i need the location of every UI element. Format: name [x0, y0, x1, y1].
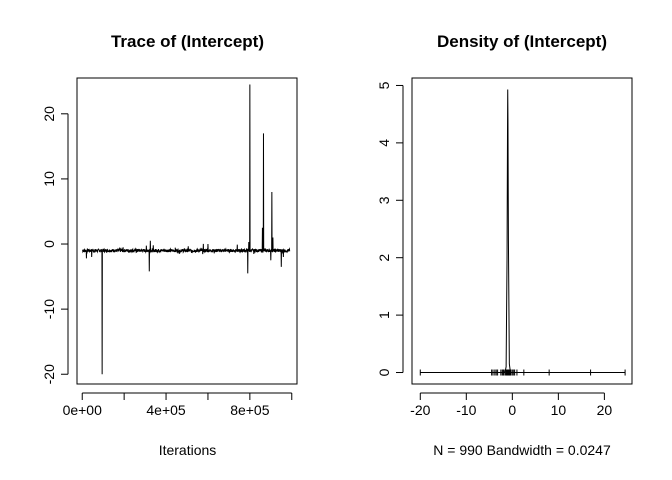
trace-y-tick-label: 10 — [41, 171, 57, 187]
trace-x-tick-label: 0e+00 — [63, 402, 103, 418]
trace-y-axis: -20 -10 0 10 20 — [41, 106, 69, 384]
density-x-tick-label: 20 — [597, 402, 613, 418]
density-x-label: N = 990 Bandwidth = 0.0247 — [433, 442, 611, 458]
density-rug — [419, 369, 626, 376]
trace-series-line — [82, 84, 291, 375]
trace-x-tick-label: 4e+05 — [146, 402, 186, 418]
density-x-tick-label: 0 — [508, 402, 516, 418]
density-y-tick-label: 0 — [376, 368, 392, 376]
density-plot: Density of (Intercept) 0 1 2 3 4 5 -20 -10 0 10 2… — [376, 32, 633, 458]
density-y-tick-label: 3 — [376, 196, 392, 204]
trace-plot: Trace of (Intercept) -20 -10 0 10 20 0e+00 4e… — [41, 32, 298, 458]
trace-title: Trace of (Intercept) — [111, 32, 264, 51]
trace-y-tick-label: 0 — [41, 240, 57, 248]
density-curve — [420, 89, 626, 374]
density-y-tick-label: 1 — [376, 311, 392, 319]
trace-y-tick-label: -10 — [41, 299, 57, 319]
density-x-tick-label: 10 — [551, 402, 567, 418]
density-y-axis: 0 1 2 3 4 5 — [376, 81, 404, 376]
density-plot-frame — [411, 77, 633, 385]
density-y-tick-label: 2 — [376, 254, 392, 262]
trace-y-tick-label: -20 — [41, 364, 57, 384]
trace-x-axis: 0e+00 4e+05 8e+05 — [63, 392, 293, 418]
trace-x-label: Iterations — [159, 442, 217, 458]
trace-x-tick-label: 8e+05 — [230, 402, 270, 418]
density-x-tick-label: -20 — [410, 402, 430, 418]
density-y-tick-label: 4 — [376, 139, 392, 147]
density-x-axis: -20 -10 0 10 20 — [410, 392, 613, 418]
density-x-tick-label: -10 — [456, 402, 476, 418]
density-y-tick-label: 5 — [376, 81, 392, 89]
trace-plot-frame — [76, 77, 298, 385]
density-title: Density of (Intercept) — [437, 32, 607, 51]
trace-y-tick-label: 20 — [41, 106, 57, 122]
